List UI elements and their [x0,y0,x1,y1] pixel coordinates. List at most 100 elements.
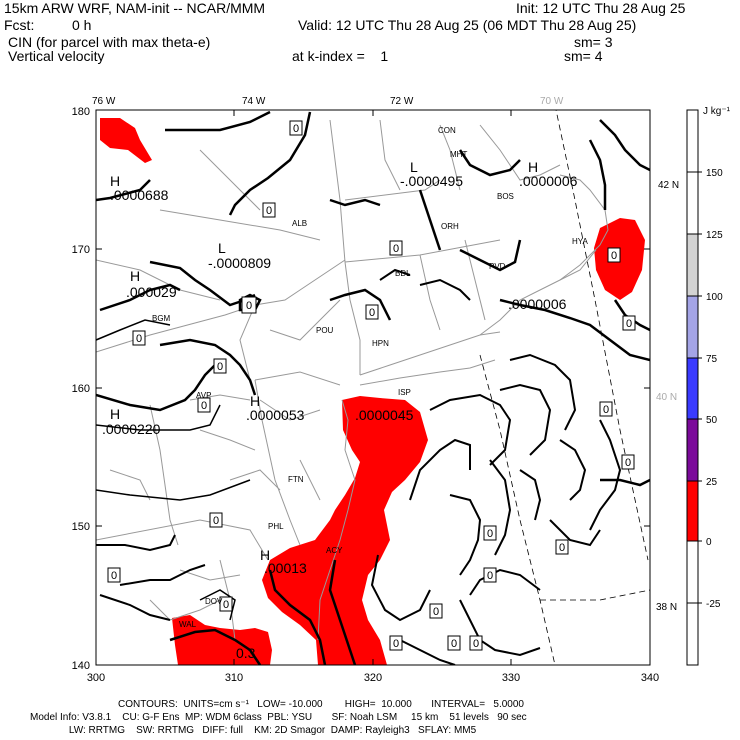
k-index: at k-index = 1 [292,48,389,64]
svg-text:0: 0 [611,250,617,262]
contour-label: 0 [289,120,303,136]
smoothing-2: sm= 4 [564,48,603,64]
svg-text:0: 0 [136,333,142,345]
svg-text:0: 0 [293,123,299,135]
y-tick-label: 150 [72,521,90,533]
axis-ticks [96,110,650,665]
cin-fill-nj [262,396,428,665]
contour-label: 0 [607,247,621,263]
contour-label: 0 [389,240,403,256]
lat-label: 38 N [656,602,677,613]
contour-label: 0 [622,315,636,331]
cin-fill-sw [172,615,272,665]
city-label: BOS [497,192,514,201]
hl-value: .0000688 [110,187,169,203]
hl-symbol: H [130,268,140,284]
hl-value: .0000006 [508,296,567,312]
hl-symbol: H [250,393,260,409]
hl-value: 0.3 [236,645,256,661]
colorbar-label: 125 [706,230,723,241]
hl-value: .000029 [126,284,177,300]
hl-value: .00013 [264,560,307,576]
contour-labels: 0 0 0 0 0 0 0 0 0 0 0 0 0 0 0 0 0 0 0 0 … [107,120,636,651]
highs-lows: H .0000688 L -.0000495 H .0000006 L -.00… [102,159,578,661]
city-label: PVD [489,262,506,271]
hl-symbol: H [110,406,120,422]
colorbar: J kg⁻¹ 150 125 100 75 50 25 0 -25 [686,106,731,666]
svg-text:0: 0 [393,243,399,255]
city-label: ISP [398,388,411,397]
svg-text:0: 0 [433,606,439,618]
city-label: PHL [268,522,284,531]
y-tick-label: 180 [72,106,90,118]
field1-title: CIN (for parcel with max theta-e) [8,34,211,50]
colorbar-label: 100 [706,292,723,303]
lon-label: 74 W [242,96,266,107]
y-tick-label: 170 [72,244,90,256]
city-labels: CON MHT BOS ALB ORH BDL PVD HYA BGM POU … [152,126,589,629]
x-tick-label: 300 [87,672,105,684]
city-label: WAL [179,620,197,629]
cin-fill-nw [100,118,152,163]
city-label: HPN [372,339,389,348]
fcst-value: 0 h [72,17,92,33]
contour-label: 0 [262,202,276,218]
colorbar-label: 50 [706,415,718,426]
contour-label: 0 [389,635,403,651]
x-tick-label: 320 [364,672,382,684]
hl-symbol: H [528,159,538,175]
svg-text:0: 0 [603,404,609,416]
colorbar-label: 0 [706,537,712,548]
city-label: BDL [395,269,411,278]
colorbar-unit: J kg⁻¹ [703,106,731,117]
contour-label: 0 [469,635,483,651]
hl-symbol: H [260,547,270,563]
hl-value: .0000220 [102,421,161,437]
contour-label: 0 [132,330,146,346]
svg-text:0: 0 [626,318,632,330]
contour-label: 0 [365,304,379,320]
svg-text:0: 0 [559,542,565,554]
svg-text:0: 0 [266,205,272,217]
svg-text:0: 0 [451,638,457,650]
cin-fill-regions [100,118,645,665]
vv-contours [96,110,650,665]
lon-label: 70 W [540,96,564,107]
colorbar-label: 75 [706,354,718,365]
init-time: Init: 12 UTC Thu 28 Aug 25 [516,0,686,16]
svg-text:0: 0 [111,570,117,582]
city-label: POU [316,326,334,335]
hl-symbol: L [410,159,418,175]
svg-text:0: 0 [217,361,223,373]
city-label: ALB [292,219,307,228]
smoothing-1: sm= 3 [574,34,613,50]
contours-info: CONTOURS: UNITS=cm s⁻¹ LOW= -10.000 HIGH… [118,699,524,710]
lat-label: 42 N [658,180,679,191]
hl-symbol: L [218,240,226,256]
y-tick-label: 140 [72,660,90,672]
city-label: ACY [326,546,343,555]
hl-value: -.0000809 [208,255,271,271]
contour-label: 0 [241,296,257,314]
model-title: 15km ARW WRF, NAM-init -- NCAR/MMM [4,0,266,16]
city-label: DOV [205,597,223,606]
contour-label: 0 [621,454,635,470]
contour-label: 0 [209,512,223,528]
fcst-label: Fcst: [4,17,35,33]
city-label: AVP [196,391,211,400]
colorbar-label: 150 [706,168,723,179]
svg-text:0: 0 [201,400,207,412]
y-tick-label: 160 [72,383,90,395]
hl-symbol: H [110,173,120,189]
hl-value: .0000053 [246,407,305,423]
contour-label: 0 [219,596,233,612]
contour-label: 0 [429,603,443,619]
field2-title: Vertical velocity [8,48,105,64]
hl-value: .0000045 [355,407,414,423]
x-tick-label: 310 [225,672,243,684]
hl-value: -.0000495 [400,173,463,189]
x-tick-label: 330 [502,672,520,684]
lon-label: 72 W [390,96,414,107]
svg-text:0: 0 [487,528,493,540]
contour-label: 0 [107,567,121,583]
